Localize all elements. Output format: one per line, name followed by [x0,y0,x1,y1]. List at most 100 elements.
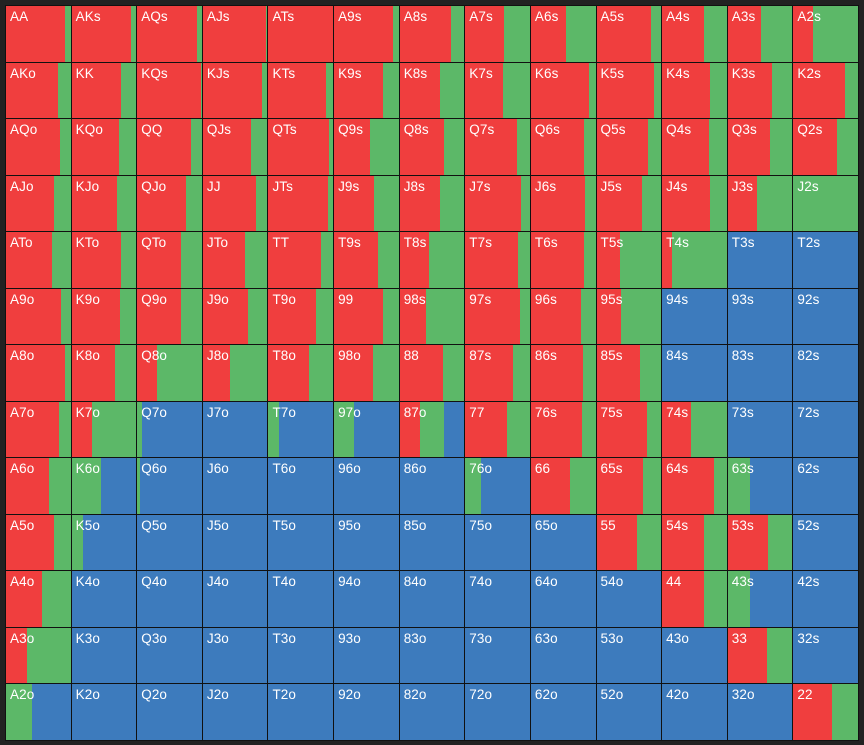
hand-cell[interactable]: 77 [465,401,530,458]
hand-cell[interactable]: QTs [268,119,334,175]
hand-cell[interactable]: K7s [465,62,530,119]
hand-cell[interactable]: 84s [662,345,727,401]
hand-cell[interactable]: A7o [6,401,71,458]
hand-cell[interactable]: 88 [399,345,465,401]
hand-cell[interactable]: 52o [596,684,662,740]
hand-cell[interactable]: 76o [465,458,530,514]
hand-cell[interactable]: J8o [202,345,268,401]
hand-cell[interactable]: J7o [202,401,268,458]
hand-cell[interactable]: A7s [465,6,530,62]
hand-cell[interactable]: 93s [727,288,793,345]
hand-cell[interactable]: ATs [268,6,334,62]
hand-cell[interactable]: 53s [727,514,793,571]
hand-cell[interactable]: 87s [465,345,530,401]
hand-cell[interactable]: 62o [530,684,596,740]
hand-cell[interactable]: QJo [137,175,202,232]
hand-cell[interactable]: 65s [596,458,662,514]
hand-cell[interactable]: Q4s [662,119,727,175]
hand-cell[interactable]: K6s [530,62,596,119]
hand-cell[interactable]: 32s [793,627,858,684]
hand-cell[interactable]: J5s [596,175,662,232]
hand-cell[interactable]: 85o [399,514,465,571]
hand-cell[interactable]: 63o [530,627,596,684]
hand-cell[interactable]: 32o [727,684,793,740]
hand-cell[interactable]: 54o [596,571,662,627]
hand-cell[interactable]: A2s [793,6,858,62]
hand-cell[interactable]: T2o [268,684,334,740]
hand-cell[interactable]: 62s [793,458,858,514]
hand-cell[interactable]: J9s [334,175,399,232]
hand-cell[interactable]: K4s [662,62,727,119]
hand-cell[interactable]: T5o [268,514,334,571]
hand-cell[interactable]: 98s [399,288,465,345]
hand-cell[interactable]: J3s [727,175,793,232]
hand-cell[interactable]: K5o [71,514,137,571]
hand-cell[interactable]: T5s [596,232,662,288]
hand-cell[interactable]: K9o [71,288,137,345]
hand-cell[interactable]: Q7s [465,119,530,175]
hand-cell[interactable]: QQ [137,119,202,175]
hand-cell[interactable]: 63s [727,458,793,514]
hand-cell[interactable]: A2o [6,684,71,740]
hand-cell[interactable]: J3o [202,627,268,684]
hand-cell[interactable]: Q5o [137,514,202,571]
hand-cell[interactable]: Q9o [137,288,202,345]
hand-cell[interactable]: 75s [596,401,662,458]
hand-cell[interactable]: 64s [662,458,727,514]
hand-cell[interactable]: K7o [71,401,137,458]
hand-cell[interactable]: Q8s [399,119,465,175]
hand-cell[interactable]: Q6s [530,119,596,175]
hand-cell[interactable]: 92s [793,288,858,345]
hand-cell[interactable]: A4o [6,571,71,627]
hand-cell[interactable]: T7o [268,401,334,458]
hand-cell[interactable]: 92o [334,684,399,740]
hand-cell[interactable]: KK [71,62,137,119]
hand-cell[interactable]: K8s [399,62,465,119]
hand-cell[interactable]: 98o [334,345,399,401]
hand-cell[interactable]: JTo [202,232,268,288]
hand-cell[interactable]: 97o [334,401,399,458]
hand-cell[interactable]: JTs [268,175,334,232]
hand-cell[interactable]: 87o [399,401,465,458]
hand-cell[interactable]: QTo [137,232,202,288]
hand-cell[interactable]: 42s [793,571,858,627]
hand-cell[interactable]: 94s [662,288,727,345]
hand-cell[interactable]: 93o [334,627,399,684]
hand-cell[interactable]: 96o [334,458,399,514]
hand-cell[interactable]: 72s [793,401,858,458]
hand-cell[interactable]: T2s [793,232,858,288]
hand-cell[interactable]: 86s [530,345,596,401]
hand-cell[interactable]: 74s [662,401,727,458]
hand-cell[interactable]: T7s [465,232,530,288]
hand-cell[interactable]: Q6o [137,458,202,514]
hand-cell[interactable]: 74o [465,571,530,627]
hand-cell[interactable]: 95o [334,514,399,571]
hand-cell[interactable]: A5s [596,6,662,62]
hand-cell[interactable]: J6o [202,458,268,514]
hand-cell[interactable]: J2s [793,175,858,232]
hand-cell[interactable]: K4o [71,571,137,627]
hand-cell[interactable]: K3o [71,627,137,684]
hand-cell[interactable]: 73o [465,627,530,684]
hand-cell[interactable]: 55 [596,514,662,571]
hand-cell[interactable]: AKo [6,62,71,119]
hand-cell[interactable]: 99 [334,288,399,345]
hand-cell[interactable]: A5o [6,514,71,571]
hand-cell[interactable]: T3s [727,232,793,288]
hand-cell[interactable]: AJo [6,175,71,232]
hand-cell[interactable]: KQo [71,119,137,175]
hand-cell[interactable]: Q2s [793,119,858,175]
hand-cell[interactable]: K2o [71,684,137,740]
hand-cell[interactable]: TT [268,232,334,288]
hand-cell[interactable]: K6o [71,458,137,514]
hand-cell[interactable]: A8s [399,6,465,62]
hand-cell[interactable]: KJs [202,62,268,119]
hand-cell[interactable]: Q5s [596,119,662,175]
hand-cell[interactable]: 76s [530,401,596,458]
hand-cell[interactable]: 65o [530,514,596,571]
hand-cell[interactable]: Q7o [137,401,202,458]
hand-cell[interactable]: KTo [71,232,137,288]
hand-cell[interactable]: 33 [727,627,793,684]
hand-cell[interactable]: 73s [727,401,793,458]
hand-cell[interactable]: KTs [268,62,334,119]
